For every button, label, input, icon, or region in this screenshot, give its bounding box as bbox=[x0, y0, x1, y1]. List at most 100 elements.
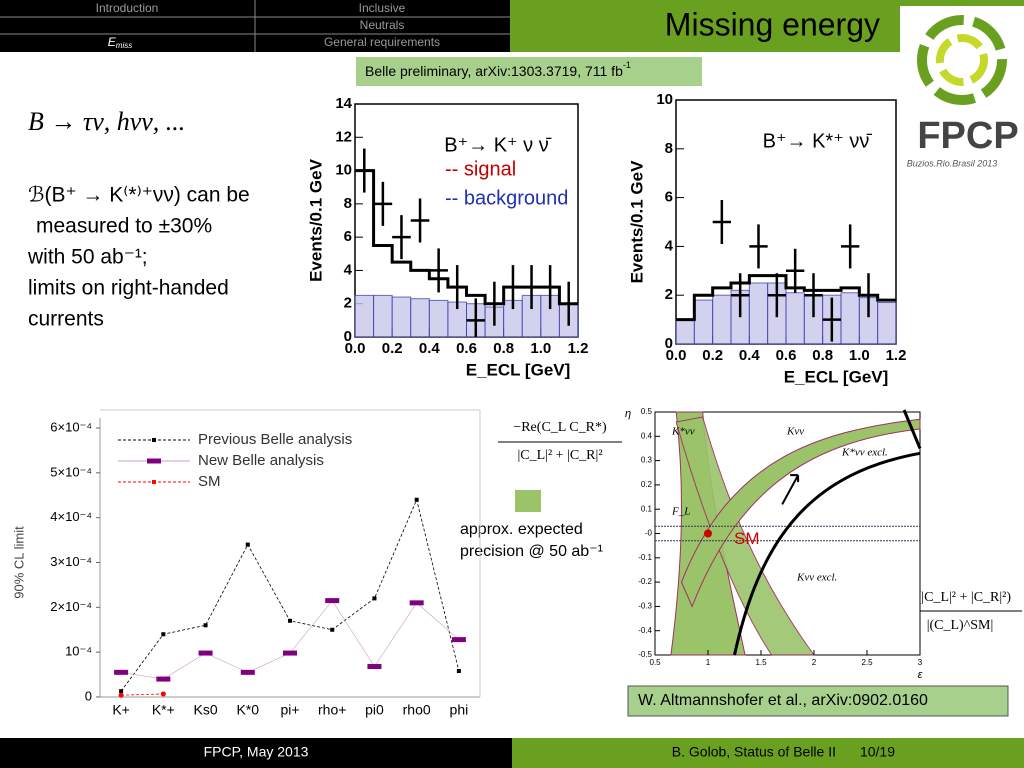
y-tick-label: 8 bbox=[344, 195, 352, 212]
marker bbox=[414, 497, 419, 502]
data-point bbox=[373, 181, 393, 226]
marker bbox=[118, 692, 124, 698]
x-tick-label: 0.6 bbox=[776, 347, 797, 364]
y-tick-label: 8 bbox=[665, 140, 673, 157]
slide-title: Missing energy bbox=[665, 6, 880, 42]
data-point bbox=[712, 200, 731, 244]
marker bbox=[283, 650, 297, 656]
y-tick-label: 14 bbox=[335, 95, 352, 112]
x-tick-label: K+ bbox=[112, 702, 130, 718]
y-tick-label: 4 bbox=[344, 261, 353, 278]
marker bbox=[240, 669, 255, 675]
marker bbox=[451, 637, 466, 643]
x-tick-label: 0.5 bbox=[649, 658, 661, 667]
x-tick-label: 0.8 bbox=[812, 347, 833, 364]
y-tick-label: 0 bbox=[665, 335, 673, 352]
data-point bbox=[859, 273, 878, 318]
nav-item[interactable]: Introduction bbox=[96, 1, 159, 15]
data-point bbox=[447, 265, 467, 310]
x-tick-label: 0.0 bbox=[666, 347, 687, 364]
data-point bbox=[355, 148, 374, 193]
body-line: currents bbox=[28, 308, 104, 331]
y-tick-label: -0.4 bbox=[638, 626, 652, 635]
logo-ring bbox=[917, 15, 1007, 105]
y-tick-label: 4 bbox=[665, 237, 674, 254]
series-line bbox=[120, 498, 460, 692]
x-tick-label: Ks0 bbox=[193, 702, 217, 718]
decay-formula: B → τν, hνν, ... bbox=[28, 107, 185, 136]
x-tick-label: K*+ bbox=[152, 702, 175, 718]
x-tick-label: 0.0 bbox=[345, 340, 366, 357]
background-bin bbox=[840, 292, 860, 345]
marker bbox=[161, 632, 166, 637]
y-tick-label: 5×10⁻⁴ bbox=[50, 464, 92, 479]
marker bbox=[456, 668, 461, 673]
y-tick-label: 0.1 bbox=[641, 504, 653, 513]
data-point bbox=[503, 265, 523, 310]
y-tick-label: -0.2 bbox=[638, 577, 652, 586]
background-bin bbox=[373, 294, 393, 338]
x-tick-label: K*0 bbox=[236, 702, 259, 718]
data-point bbox=[841, 224, 860, 269]
expected-note: precision @ 50 ab⁻¹ bbox=[460, 543, 603, 560]
formula-den: |C_L|² + |C_R|² bbox=[517, 448, 602, 463]
x-tick-label: 1.2 bbox=[886, 347, 907, 364]
marker bbox=[198, 650, 213, 656]
y-axis-label: 90% CL limit bbox=[11, 526, 26, 599]
marker bbox=[203, 623, 208, 628]
hist-label: B⁺→ K⁺ ν ν̄ bbox=[444, 134, 551, 156]
data-point bbox=[822, 297, 841, 342]
footer-left-bg bbox=[0, 738, 512, 768]
x-tick-label: 1.0 bbox=[849, 347, 870, 364]
nav-item[interactable]: Inclusive bbox=[359, 1, 406, 15]
plot-label: Kνν bbox=[786, 426, 804, 438]
body-line: ℬ(B⁺ → K⁽*⁾⁺νν) can be bbox=[28, 184, 250, 207]
body-line: measured to ±30% bbox=[36, 215, 212, 238]
background-bin bbox=[693, 299, 714, 345]
formula-num: √(|C_L|² + |C_R|²) bbox=[909, 590, 1011, 605]
nav-item[interactable]: General requirements bbox=[324, 35, 440, 49]
marker bbox=[330, 627, 335, 632]
marker bbox=[288, 618, 292, 623]
total-hist bbox=[676, 274, 896, 322]
y-axis-label: Events/0.1 GeV bbox=[306, 158, 325, 282]
nav-current-base: E bbox=[108, 35, 117, 49]
background-bin bbox=[391, 296, 412, 338]
plot-label: K*νν excl. bbox=[841, 447, 888, 459]
background-bin bbox=[410, 298, 430, 338]
x-tick-label: 2.5 bbox=[861, 658, 873, 667]
y-tick-label: 10 bbox=[335, 162, 352, 179]
x-tick-label: pi0 bbox=[365, 702, 384, 718]
x-tick-label: 0.6 bbox=[456, 340, 477, 357]
marker bbox=[372, 596, 377, 601]
source-sup: -1 bbox=[623, 60, 631, 70]
y-tick-label: 2 bbox=[665, 286, 673, 303]
source-box bbox=[356, 57, 702, 86]
x-tick-label: 3 bbox=[918, 658, 923, 667]
nav-current[interactable]: Emiss bbox=[108, 35, 132, 50]
x-tick-label: rho+ bbox=[318, 702, 346, 718]
y-tick-label: 2×10⁻⁴ bbox=[50, 599, 92, 614]
band-k bbox=[680, 418, 921, 608]
marker bbox=[114, 669, 129, 675]
background-bin bbox=[877, 302, 897, 345]
x-tick-label: rho0 bbox=[403, 702, 431, 718]
background-bin bbox=[785, 292, 805, 345]
y-tick-label: 6 bbox=[665, 189, 673, 206]
arrow bbox=[781, 474, 800, 505]
marker bbox=[245, 542, 250, 547]
legend-marker bbox=[147, 458, 161, 464]
y-tick-label: 0.4 bbox=[641, 431, 653, 440]
y-tick-label: 0 bbox=[344, 328, 352, 345]
x-tick-label: 2 bbox=[812, 658, 817, 667]
nav-item[interactable]: Neutrals bbox=[360, 18, 405, 32]
marker bbox=[160, 691, 166, 697]
x-tick-label: 1.5 bbox=[755, 658, 767, 667]
legend-background: -- background bbox=[445, 187, 568, 209]
y-tick-label: 6 bbox=[344, 228, 352, 245]
plot-label: Kνν excl. bbox=[796, 572, 837, 584]
series-line bbox=[121, 600, 460, 680]
background-bin bbox=[712, 294, 732, 345]
